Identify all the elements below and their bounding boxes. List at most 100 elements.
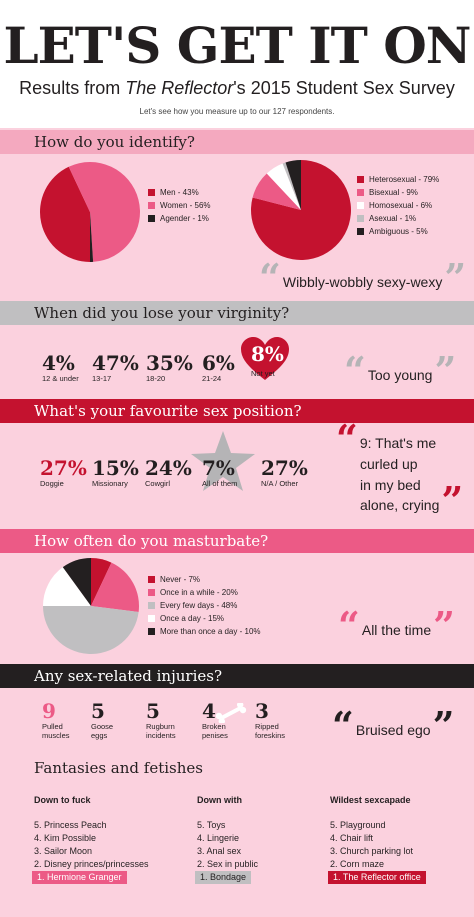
masturbation-legend-item: Once a day - 15% xyxy=(148,612,261,625)
fantasy-list-item: 4. Chair lift xyxy=(330,833,374,843)
quote-line-4: alone, crying xyxy=(360,497,440,513)
section-heading-position: What's your favourite sex position? xyxy=(0,399,474,423)
legend-swatch xyxy=(148,202,155,209)
position-stat: 27% Doggie xyxy=(40,457,87,488)
bone-icon xyxy=(215,703,247,723)
fantasy-column: Down to fuck 5. Princess Peach 4. Kim Poss… xyxy=(32,794,149,884)
legend-label: Never - 7% xyxy=(160,575,201,584)
virginity-stat: 6% 21-24 xyxy=(202,352,235,383)
legend-swatch xyxy=(357,189,364,196)
legend-label: Asexual - 1% xyxy=(369,214,417,223)
page-title: LET'S GET IT ON xyxy=(3,16,472,75)
fantasy-list-item: 5. Toys xyxy=(197,820,226,830)
quote-masturbate: “ All the time ” xyxy=(338,607,455,645)
legend-label: Every few days - 48% xyxy=(160,601,238,610)
stat-label: 18-20 xyxy=(146,374,166,383)
quote-text: Too young xyxy=(367,367,433,383)
section-heading-fantasies: Fantasies and fetishes xyxy=(34,759,203,777)
fantasy-top-item: 1. Hermione Granger xyxy=(32,871,127,884)
legend-swatch xyxy=(148,589,155,596)
stat-value: 27% xyxy=(40,456,87,480)
legend-swatch xyxy=(357,202,364,209)
gender-slice-3 xyxy=(90,212,94,262)
virginity-stat: 47% 13-17 xyxy=(92,352,139,383)
position-stat: 24% Cowgirl xyxy=(145,457,192,488)
quote-text: Bruised ego xyxy=(355,722,431,738)
legend-swatch xyxy=(357,176,364,183)
stat-label: 12 & under xyxy=(42,374,79,383)
star-icon xyxy=(191,431,255,491)
stat-value: 15% xyxy=(92,456,139,480)
legend-label: Homosexual - 6% xyxy=(369,201,433,210)
gender-legend: Men - 43% Women - 56% Agender - 1% xyxy=(148,186,211,225)
fantasy-top-item: 1. Bondage xyxy=(195,871,252,884)
masturbation-legend: Never - 7% Once in a while - 20% Every few… xyxy=(148,573,261,638)
legend-swatch xyxy=(148,615,155,622)
open-quote-icon: “ xyxy=(338,603,360,648)
heart-icon xyxy=(241,337,289,380)
close-quote-icon: ” xyxy=(434,348,457,393)
orientation-legend-item: Homosexual - 6% xyxy=(357,199,439,212)
stat-label: 21-24 xyxy=(202,374,222,383)
stat-value: 24% xyxy=(145,456,192,480)
legend-swatch xyxy=(148,602,155,609)
section-heading-masturbate: How often do you masturbate? xyxy=(0,529,474,553)
stat-label: All of them xyxy=(202,479,238,488)
legend-swatch xyxy=(357,215,364,222)
legend-swatch xyxy=(148,215,155,222)
legend-label: Heterosexual - 79% xyxy=(369,175,440,184)
stat-label: Pulled muscles xyxy=(42,722,70,740)
stat-label: Goose eggs xyxy=(91,722,114,740)
fantasy-list-item: 3. Anal sex xyxy=(197,846,242,856)
stat-label: Doggie xyxy=(40,479,64,488)
virginity-stat: 8% Not yet xyxy=(251,343,284,378)
orientation-slice-3 xyxy=(266,163,301,210)
orientation-slice-2 xyxy=(252,173,301,210)
legend-label: Men - 43% xyxy=(160,188,199,197)
stat-value: 8% xyxy=(251,342,284,366)
quote-virginity: “ Too young ” xyxy=(344,352,456,390)
injury-stat: 9 Pulled muscles xyxy=(42,700,70,740)
orientation-legend-item: Heterosexual - 79% xyxy=(357,173,439,186)
masturbation-slice-2 xyxy=(91,562,139,613)
quote-identify: “ Wibbly-wobbly sexy-wexy ” xyxy=(259,259,466,297)
gender-legend-item: Women - 56% xyxy=(148,199,211,212)
orientation-slice-4 xyxy=(282,162,301,210)
gender-legend-item: Agender - 1% xyxy=(148,212,211,225)
quote-line-1: 9: That's me xyxy=(359,435,437,451)
stat-value: 27% xyxy=(261,456,308,480)
page-subtitle: Results from The Reflector's 2015 Studen… xyxy=(0,78,474,99)
stat-label: N/A / Other xyxy=(261,479,299,488)
quote-text: All the time xyxy=(361,622,432,638)
injury-stat: 5 Rugburn incidents xyxy=(146,700,176,740)
legend-label: More than once a day - 10% xyxy=(160,627,261,636)
fantasy-list-item: 5. Princess Peach xyxy=(34,820,107,830)
open-quote-icon: “ xyxy=(344,348,366,393)
section-heading-virginity: When did you lose your virginity? xyxy=(0,301,474,325)
masturbation-legend-item: Never - 7% xyxy=(148,573,261,586)
stat-value: 9 xyxy=(42,699,56,723)
gender-slice-1 xyxy=(39,166,90,262)
stat-label: Cowgirl xyxy=(145,479,171,488)
open-quote-icon: “ xyxy=(332,703,354,748)
stat-value: 3 xyxy=(255,699,269,723)
stat-label: Broken penises xyxy=(202,722,228,740)
gender-slice-2 xyxy=(68,161,141,262)
orientation-legend-item: Asexual - 1% xyxy=(357,212,439,225)
fantasy-list-item: 4. Lingerie xyxy=(197,833,240,843)
fantasy-list-item: 5. Playground xyxy=(330,820,386,830)
subtitle-suffix: 's 2015 Student Sex Survey xyxy=(233,78,455,98)
position-stat: 15% Missionary xyxy=(92,457,139,488)
fantasy-column: Wildest sexcapade 5. Playground 4. Chair l… xyxy=(328,794,426,884)
stat-label: Rugburn incidents xyxy=(146,722,176,740)
position-stat: 27% N/A / Other xyxy=(261,457,308,488)
fantasy-list-item: 3. Sailor Moon xyxy=(34,846,93,856)
legend-label: Ambiguous - 5% xyxy=(369,227,428,236)
fantasy-list-item: 4. Kim Possible xyxy=(34,833,97,843)
fantasy-column-title: Down with xyxy=(197,795,242,805)
orientation-legend: Heterosexual - 79% Bisexual - 9% Homosexua… xyxy=(357,173,439,238)
masturbation-pie-chart xyxy=(43,558,139,655)
gender-pie-chart xyxy=(39,161,141,262)
stat-value: 47% xyxy=(92,351,139,375)
open-quote-icon: “ xyxy=(336,416,358,461)
